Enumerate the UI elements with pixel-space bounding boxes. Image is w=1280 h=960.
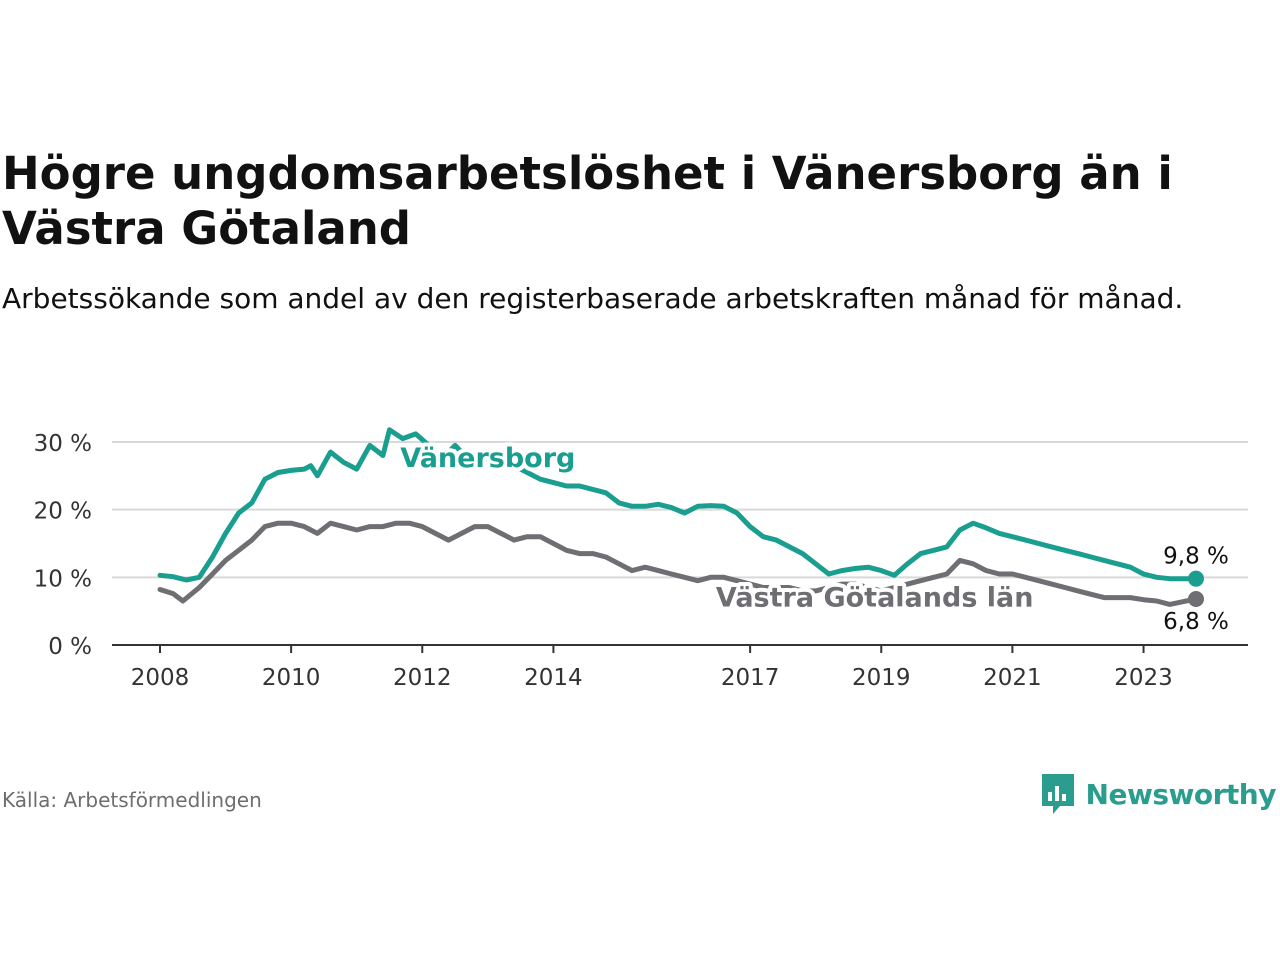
x-tick-label: 2008 — [131, 665, 190, 691]
y-tick-label: 20 % — [34, 499, 92, 525]
end-point-vanersborg — [1188, 570, 1204, 587]
x-tick-label: 2023 — [1114, 665, 1173, 691]
x-tick-label: 2014 — [524, 665, 583, 691]
x-axis-ticks: 2008 2010 2012 2014 2017 2019 2021 2023 — [131, 645, 1173, 691]
source-note: Källa: Arbetsförmedlingen — [2, 788, 262, 812]
x-tick-label: 2021 — [983, 665, 1042, 691]
series-label-vanersborg: Vänersborg — [400, 443, 575, 474]
series-label-vastra-gotaland: Västra Götalands län — [716, 582, 1034, 613]
chart-title: Högre ungdomsarbetslöshet i Vänersborg ä… — [2, 147, 1173, 255]
end-label-vanersborg: 9,8 % — [1163, 544, 1229, 570]
y-tick-label: 0 % — [48, 634, 92, 660]
y-tick-label: 30 % — [34, 431, 92, 457]
end-label-vastra-gotaland: 6,8 % — [1163, 609, 1229, 635]
newsworthy-logo-icon — [1041, 774, 1074, 814]
x-tick-label: 2010 — [262, 665, 321, 691]
newsworthy-logo: Newsworthy — [1040, 772, 1277, 816]
x-tick-label: 2017 — [721, 665, 780, 691]
y-axis: 0 % 10 % 20 % 30 % — [34, 431, 92, 660]
x-tick-label: 2019 — [852, 665, 911, 691]
chart-subtitle: Arbetssökande som andel av den registerb… — [2, 282, 1184, 315]
brand-name: Newsworthy — [1085, 777, 1277, 811]
series-line-vastra-gotaland — [157, 520, 1199, 607]
x-tick-label: 2012 — [393, 665, 452, 691]
end-point-vastra-gotaland — [1188, 590, 1204, 607]
series-label-vastra-gotaland-halo: Västra Götalands län — [716, 582, 1034, 613]
series-label-vanersborg-halo: Vänersborg — [400, 443, 575, 474]
series — [157, 427, 1204, 607]
y-tick-label: 10 % — [34, 566, 92, 592]
series-line-vanersborg — [157, 427, 1199, 583]
